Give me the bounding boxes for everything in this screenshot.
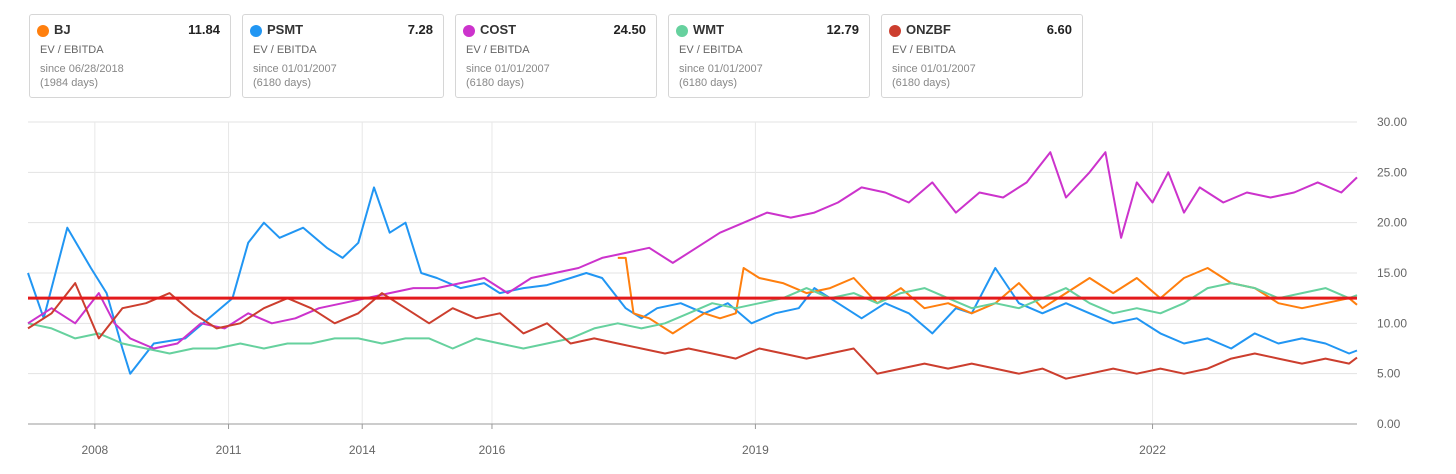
series-color-dot-icon bbox=[463, 25, 475, 37]
since-date: since 06/28/2018 bbox=[40, 63, 124, 75]
day-count: (6180 days) bbox=[892, 77, 951, 89]
day-count: (6180 days) bbox=[679, 77, 738, 89]
since-date: since 01/01/2007 bbox=[679, 63, 763, 75]
ticker-symbol: ONZBF bbox=[906, 22, 951, 37]
series-color-dot-icon bbox=[676, 25, 688, 37]
y-tick-label: 20.00 bbox=[1377, 216, 1407, 230]
y-tick-label: 15.00 bbox=[1377, 266, 1407, 280]
y-tick-label: 25.00 bbox=[1377, 165, 1407, 179]
x-tick-label: 2011 bbox=[216, 443, 242, 457]
x-tick-label: 2014 bbox=[349, 443, 376, 457]
metric-label: EV / EBITDA bbox=[892, 44, 956, 56]
ticker-card-cost[interactable]: COST 24.50 EV / EBITDA since 01/01/2007 (618… bbox=[455, 14, 657, 98]
ticker-value: 24.50 bbox=[613, 22, 646, 37]
y-tick-label: 5.00 bbox=[1377, 367, 1401, 381]
series-color-dot-icon bbox=[250, 25, 262, 37]
since-date: since 01/01/2007 bbox=[466, 63, 550, 75]
ticker-symbol: WMT bbox=[693, 22, 725, 37]
y-tick-label: 0.00 bbox=[1377, 417, 1401, 431]
series-color-dot-icon bbox=[37, 25, 49, 37]
ticker-card-psmt[interactable]: PSMT 7.28 EV / EBITDA since 01/01/2007 (6180… bbox=[242, 14, 444, 98]
x-tick-label: 2022 bbox=[1139, 443, 1166, 457]
ticker-symbol: BJ bbox=[54, 22, 71, 37]
series-line-bj bbox=[617, 256, 1358, 335]
ticker-card-bj[interactable]: BJ 11.84 EV / EBITDA since 06/28/2018 (1984 … bbox=[29, 14, 231, 98]
ticker-symbol: PSMT bbox=[267, 22, 304, 37]
metric-label: EV / EBITDA bbox=[466, 44, 530, 56]
ticker-value: 6.60 bbox=[1046, 22, 1072, 37]
y-tick-label: 30.00 bbox=[1377, 115, 1407, 129]
metric-label: EV / EBITDA bbox=[40, 44, 104, 56]
y-tick-label: 10.00 bbox=[1377, 316, 1407, 330]
ticker-card-onzbf[interactable]: ONZBF 6.60 EV / EBITDA since 01/01/2007 (618… bbox=[881, 14, 1083, 98]
series-color-dot-icon bbox=[889, 25, 901, 37]
metric-label: EV / EBITDA bbox=[253, 44, 317, 56]
ticker-symbol: COST bbox=[480, 22, 517, 37]
day-count: (6180 days) bbox=[466, 77, 525, 89]
x-tick-label: 2019 bbox=[742, 443, 769, 457]
x-tick-label: 2008 bbox=[81, 443, 108, 457]
since-date: since 01/01/2007 bbox=[892, 63, 976, 75]
series-line-psmt bbox=[27, 186, 1358, 375]
ticker-value: 11.84 bbox=[188, 22, 220, 37]
since-date: since 01/01/2007 bbox=[253, 63, 337, 75]
series-line-onzbf bbox=[27, 282, 1358, 380]
series-line-cost bbox=[27, 151, 1358, 350]
ticker-value: 7.28 bbox=[407, 22, 433, 37]
metric-label: EV / EBITDA bbox=[679, 44, 743, 56]
ticker-card-wmt[interactable]: WMT 12.79 EV / EBITDA since 01/01/2007 (6180… bbox=[668, 14, 870, 98]
ticker-value: 12.79 bbox=[826, 22, 859, 37]
day-count: (1984 days) bbox=[40, 77, 99, 89]
series-line-wmt bbox=[27, 282, 1358, 355]
day-count: (6180 days) bbox=[253, 77, 312, 89]
x-tick-label: 2016 bbox=[479, 443, 506, 457]
